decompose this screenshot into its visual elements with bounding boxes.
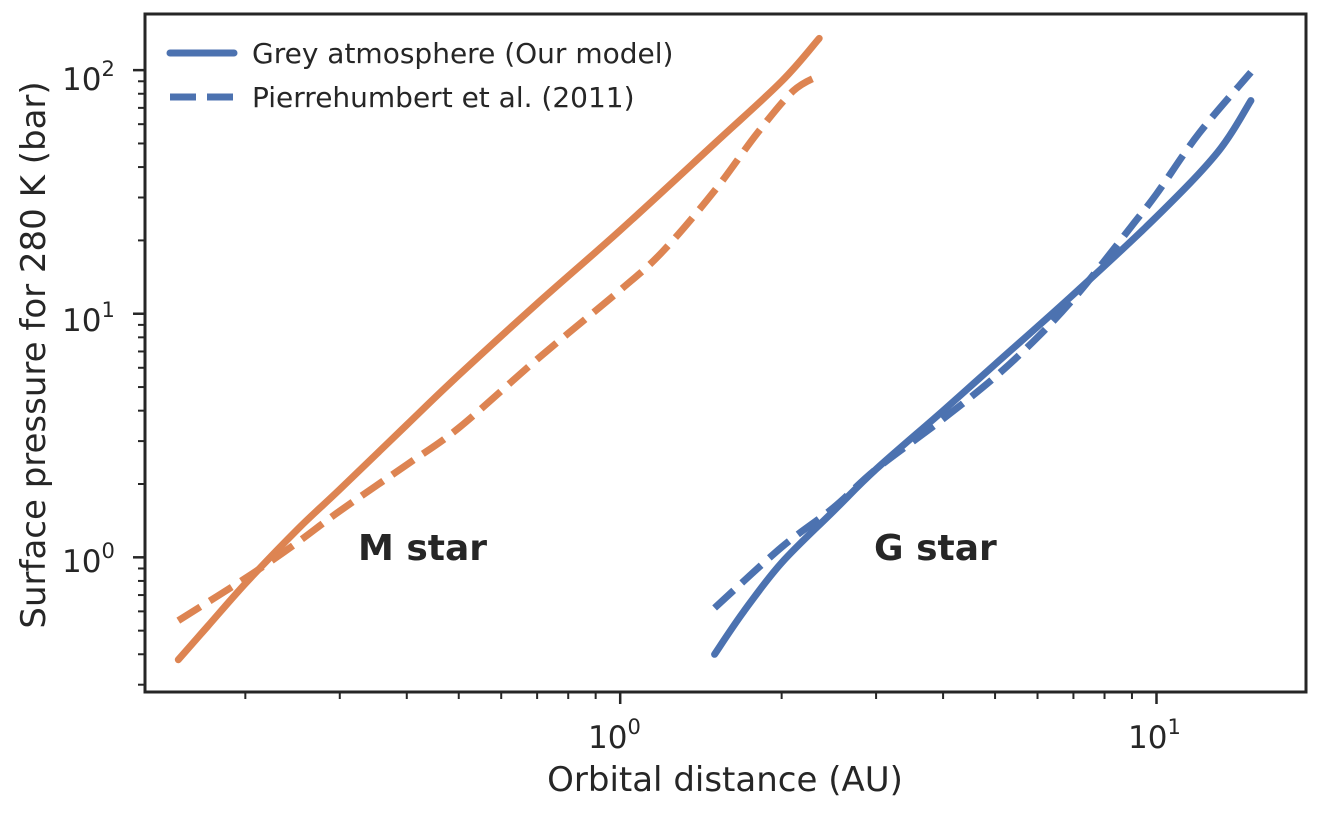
annotation-m-star: M star — [358, 528, 487, 569]
series-layer — [174, 34, 1255, 664]
legend-label-solid: Grey atmosphere (Our model) — [252, 37, 673, 70]
ticks-layer — [133, 68, 1158, 704]
series-line-m-star-dashed — [176, 72, 821, 624]
series-line-g-star-dashed — [712, 70, 1254, 611]
y-tick-label-1: 101 — [62, 298, 115, 339]
y-tick-labels: 100 101 102 — [62, 57, 115, 580]
plot-frame — [143, 12, 1308, 694]
x-axis-title: Orbital distance (AU) — [547, 760, 903, 800]
legend: Grey atmosphere (Our model) Pierrehumber… — [166, 37, 673, 114]
x-tick-label-0: 100 — [588, 715, 641, 756]
x-tick-labels: 100 101 — [588, 715, 1181, 756]
y-axis-title: Surface pressure for 280 K (bar) — [14, 81, 54, 628]
y-tick-label-2: 102 — [62, 57, 115, 98]
series-line-m-star-solid — [174, 34, 823, 664]
x-tick-label-1: 101 — [1128, 715, 1181, 756]
series-line-g-star-solid — [711, 97, 1255, 658]
legend-label-dashed: Pierrehumbert et al. (2011) — [252, 81, 635, 114]
annotation-g-star: G star — [874, 528, 997, 569]
y-tick-label-0: 100 — [62, 539, 115, 580]
